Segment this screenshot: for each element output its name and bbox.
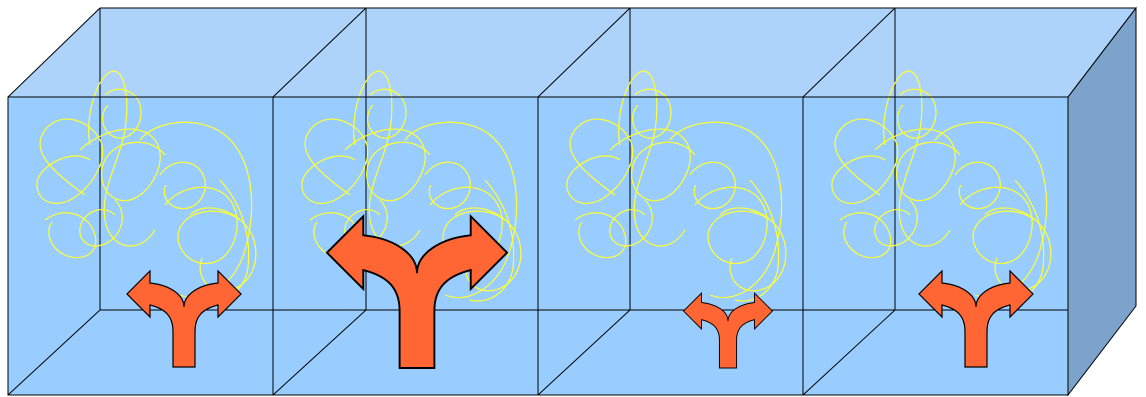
fork-arrow-medium-icon bbox=[126, 269, 242, 368]
top-face bbox=[8, 8, 1136, 97]
front-face-cell-3 bbox=[538, 97, 803, 395]
edge-lines bbox=[7, 7, 1137, 396]
fork-arrow-small-icon bbox=[682, 291, 774, 369]
fork-arrow-large-icon bbox=[325, 214, 509, 369]
front-outlines bbox=[7, 6, 1137, 397]
fork-arrow-medium-icon bbox=[918, 269, 1034, 368]
front-face-cell-1 bbox=[8, 97, 273, 395]
front-face-cell-4 bbox=[803, 97, 1068, 395]
side-face bbox=[1068, 8, 1136, 395]
fork-arrows bbox=[126, 214, 1034, 369]
front-faces bbox=[8, 97, 1068, 395]
